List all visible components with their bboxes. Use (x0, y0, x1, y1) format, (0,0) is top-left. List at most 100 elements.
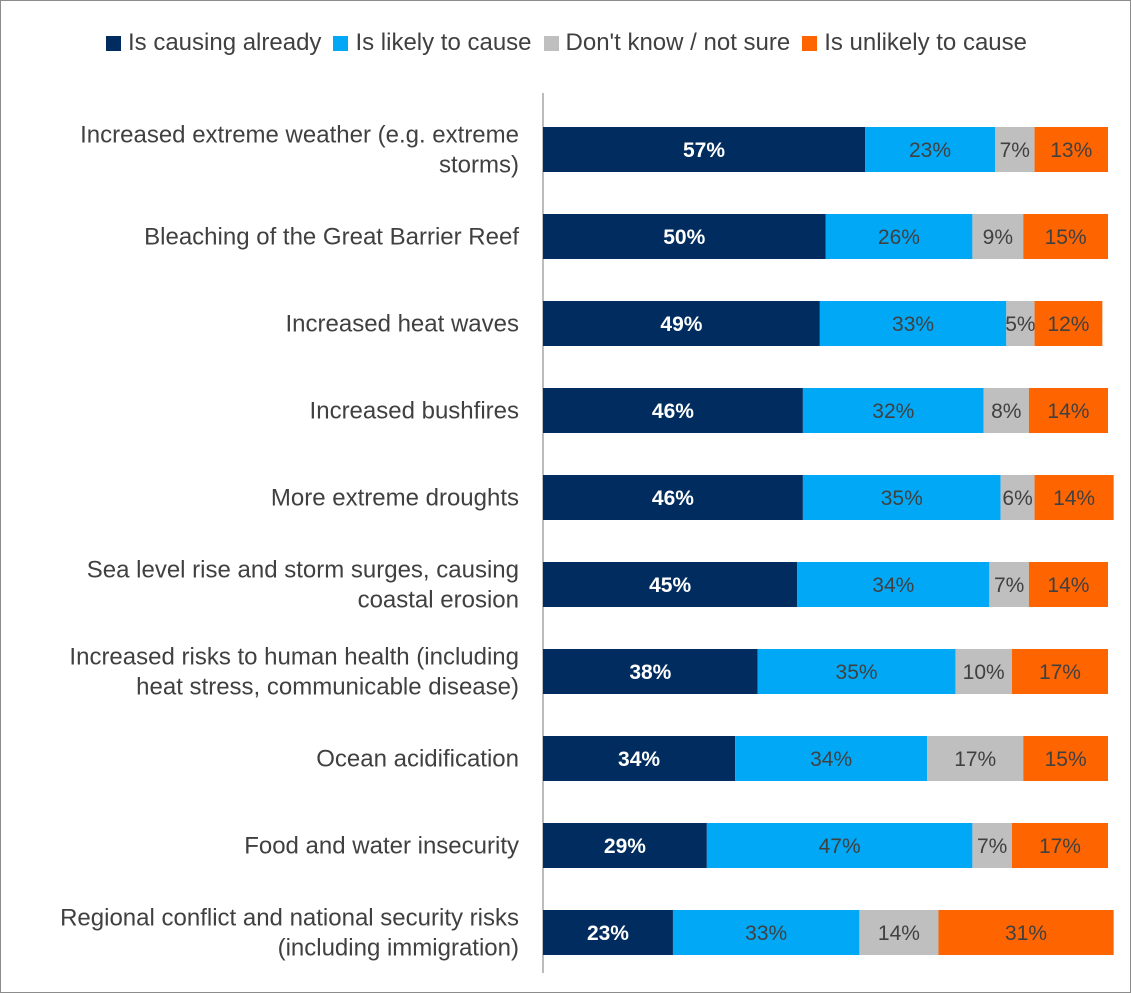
data-label: 46% (652, 487, 694, 510)
data-label: 38% (629, 661, 671, 684)
data-label: 31% (1005, 922, 1047, 945)
legend-item: Is unlikely to cause (802, 29, 1027, 57)
category-label-line: Increased heat waves (286, 311, 519, 338)
data-label: 47% (819, 835, 861, 858)
data-label: 46% (652, 400, 694, 423)
bar-segment (859, 910, 939, 955)
data-label: 14% (878, 922, 920, 945)
data-label: 7% (1000, 139, 1030, 162)
legend-swatch (105, 35, 121, 51)
bar-segment (1028, 388, 1108, 433)
legend-item: Is causing already (105, 29, 322, 57)
legend: Is causing already Is likely to cause Don'… (1, 29, 1130, 57)
data-label: 34% (872, 574, 914, 597)
data-label: 29% (604, 835, 646, 858)
bar-segment (543, 475, 803, 520)
bar-segment (757, 649, 956, 694)
data-label: 34% (618, 748, 660, 771)
data-label: 23% (587, 922, 629, 945)
bar-segment (672, 910, 860, 955)
bar-segment (543, 910, 673, 955)
data-label: 10% (963, 661, 1005, 684)
data-label: 7% (994, 574, 1024, 597)
bar-segment (735, 736, 928, 781)
data-label: 6% (1002, 487, 1032, 510)
category-label: Increased risks to human health (includi… (69, 644, 519, 701)
legend-item: Is likely to cause (333, 29, 532, 57)
bar-segment (1011, 649, 1108, 694)
bar-segment (802, 388, 984, 433)
data-label: 17% (954, 748, 996, 771)
legend-item: Don't know / not sure (543, 29, 791, 57)
legend-swatch (333, 35, 349, 51)
legend-label: Is likely to cause (355, 29, 532, 56)
category-label-line: coastal erosion (358, 587, 519, 614)
category-label-line: heat stress, communicable disease) (136, 674, 519, 701)
category-label-line: (including immigration) (278, 935, 519, 962)
data-label: 5% (1005, 313, 1035, 336)
bar-segment (543, 388, 803, 433)
bar-segment (802, 475, 1001, 520)
data-label: 15% (1045, 226, 1087, 249)
data-label: 32% (872, 400, 914, 423)
data-label: 34% (810, 748, 852, 771)
bar-segment (972, 214, 1024, 259)
data-label: 26% (878, 226, 920, 249)
data-label: 13% (1050, 139, 1092, 162)
data-label: 33% (745, 922, 787, 945)
category-label: Sea level rise and storm surges, causing… (87, 557, 519, 614)
category-label-line: Increased risks to human health (includi… (69, 644, 519, 671)
bar-segment (1034, 301, 1103, 346)
category-label: Increased extreme weather (e.g. extreme s… (80, 122, 519, 179)
legend-label: Is causing already (127, 29, 322, 56)
data-label: 7% (977, 835, 1007, 858)
bar-segment (1000, 475, 1035, 520)
data-label: 49% (660, 313, 702, 336)
bar-segment (955, 649, 1012, 694)
data-label: 35% (836, 661, 878, 684)
data-label: 8% (991, 400, 1021, 423)
bar-segment (543, 562, 798, 607)
bar-segment (1028, 562, 1108, 607)
category-label: Ocean acidification (316, 746, 519, 773)
bar-segment (819, 301, 1007, 346)
bar-segment (797, 562, 990, 607)
data-label: 14% (1047, 400, 1089, 423)
data-label: 14% (1053, 487, 1095, 510)
bar-segment (543, 301, 820, 346)
data-label: 50% (663, 226, 705, 249)
bar-segment (865, 127, 995, 172)
bar-segment (543, 823, 707, 868)
bar-segment (1034, 475, 1114, 520)
data-label: 45% (649, 574, 691, 597)
bar-segment (1023, 214, 1108, 259)
bar-segment (1011, 823, 1108, 868)
category-label-line: Bleaching of the Great Barrier Reef (144, 224, 519, 251)
data-label: 17% (1039, 835, 1081, 858)
bar-segment (1006, 301, 1035, 346)
data-label: 12% (1047, 313, 1089, 336)
category-label: Increased heat waves (286, 311, 519, 338)
bar-segment (927, 736, 1024, 781)
category-label-line: Increased bushfires (310, 398, 519, 425)
legend-label: Don't know / not sure (565, 29, 791, 56)
legend-swatch (802, 35, 818, 51)
category-label-line: Increased extreme weather (e.g. extreme (80, 122, 519, 149)
category-label-line: Food and water insecurity (244, 833, 519, 860)
bar-segment (543, 649, 758, 694)
category-label-line: Sea level rise and storm surges, causing (87, 557, 519, 584)
category-label: More extreme droughts (271, 485, 519, 512)
data-label: 33% (892, 313, 934, 336)
category-label: Food and water insecurity (244, 833, 519, 860)
data-label: 9% (983, 226, 1013, 249)
data-label: 17% (1039, 661, 1081, 684)
bar-segment (938, 910, 1114, 955)
data-label: 15% (1045, 748, 1087, 771)
data-label: 14% (1047, 574, 1089, 597)
category-label-line: Ocean acidification (316, 746, 519, 773)
bar-segment (543, 127, 866, 172)
bar-segment (706, 823, 973, 868)
bar-segment (983, 388, 1029, 433)
